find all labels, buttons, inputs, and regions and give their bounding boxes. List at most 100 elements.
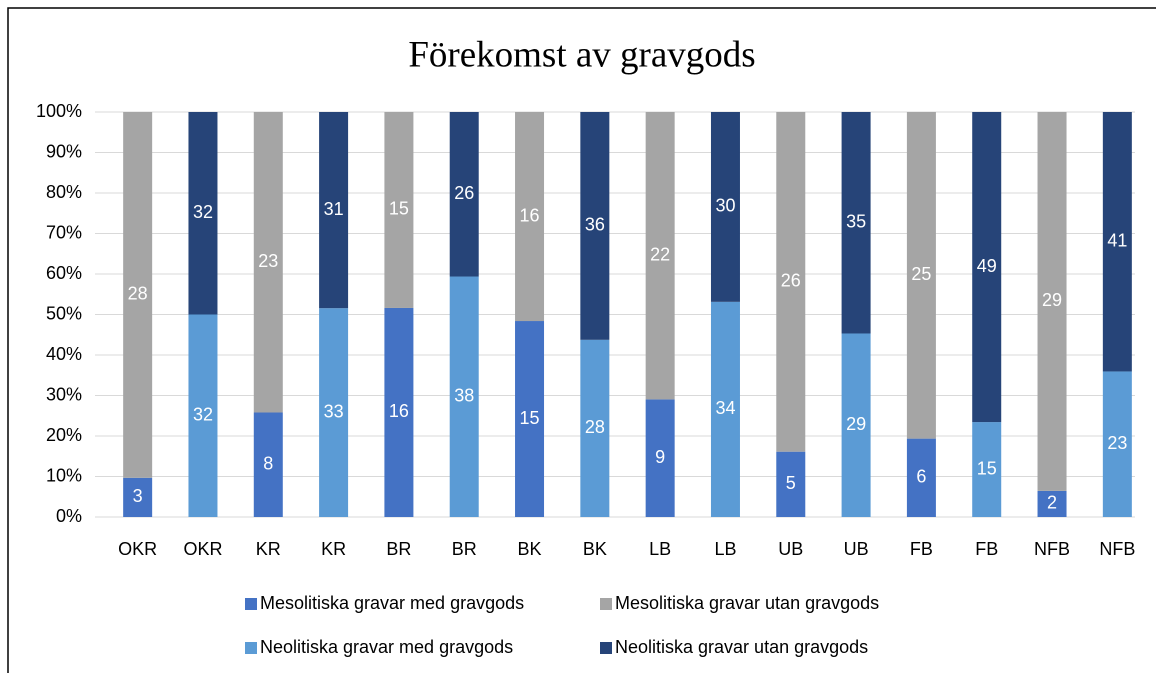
x-tick-label: KR	[321, 539, 346, 559]
bar-segment	[972, 112, 1002, 423]
y-tick-label: 90%	[46, 141, 82, 161]
y-tick-label: 20%	[46, 425, 82, 445]
value-label: 29	[846, 414, 866, 434]
value-label: 49	[977, 256, 997, 276]
value-label: 32	[193, 202, 213, 222]
bar-segment	[449, 276, 479, 517]
value-label: 22	[650, 244, 670, 264]
bar-segment	[1102, 371, 1132, 517]
bar-segment	[972, 422, 1002, 517]
x-tick-label: BK	[518, 539, 542, 559]
bar-segment	[319, 112, 349, 309]
legend-swatch	[600, 598, 612, 610]
bar-segment	[123, 112, 153, 478]
value-label: 38	[454, 386, 474, 406]
value-label: 31	[324, 199, 344, 219]
y-tick-label: 30%	[46, 384, 82, 404]
x-tick-label: LB	[649, 539, 671, 559]
x-tick-label: NFB	[1099, 539, 1135, 559]
bar-segment	[906, 438, 936, 517]
value-label: 23	[1107, 433, 1127, 453]
bar-segment	[384, 307, 414, 517]
chart-frame	[7, 7, 1156, 673]
bar-segment	[253, 112, 283, 413]
legend-swatch	[245, 642, 257, 654]
bar-segment	[449, 112, 479, 277]
bar-segment	[841, 112, 871, 334]
value-label: 26	[454, 183, 474, 203]
bar-segment	[645, 112, 675, 400]
value-label: 6	[916, 467, 926, 487]
bar-segment	[580, 112, 610, 340]
value-label: 16	[520, 205, 540, 225]
value-label: 41	[1107, 230, 1127, 250]
value-label: 29	[1042, 290, 1062, 310]
bar-segment	[710, 301, 740, 517]
x-tick-label: FB	[975, 539, 998, 559]
bar-segment	[1037, 112, 1067, 491]
x-tick-label: OKR	[118, 539, 157, 559]
value-label: 15	[977, 458, 997, 478]
value-label: 15	[520, 408, 540, 428]
bar-segment	[1037, 490, 1067, 517]
bar-segment	[580, 339, 610, 517]
x-tick-label: OKR	[183, 539, 222, 559]
x-tick-label: FB	[910, 539, 933, 559]
bar-segment	[188, 112, 218, 315]
y-tick-label: 0%	[56, 506, 82, 526]
legend-label: Neolitiska gravar med gravgods	[260, 637, 513, 657]
value-label: 32	[193, 405, 213, 425]
y-tick-label: 100%	[36, 101, 82, 121]
bar-segment	[384, 112, 414, 308]
value-label: 36	[585, 215, 605, 235]
bar-segment	[515, 112, 545, 322]
y-tick-label: 80%	[46, 182, 82, 202]
x-tick-label: NFB	[1034, 539, 1070, 559]
value-label: 9	[655, 447, 665, 467]
value-label: 16	[389, 401, 409, 421]
value-label: 26	[781, 271, 801, 291]
bar-segment	[776, 451, 806, 517]
y-tick-label: 60%	[46, 263, 82, 283]
value-label: 5	[786, 473, 796, 493]
value-label: 15	[389, 199, 409, 219]
chart-title: Förekomst av gravgods	[408, 34, 755, 75]
legend-label: Mesolitiska gravar utan gravgods	[615, 593, 879, 613]
legend-label: Neolitiska gravar utan gravgods	[615, 637, 868, 657]
value-label: 28	[585, 417, 605, 437]
value-label: 8	[263, 453, 273, 473]
x-tick-label: BR	[386, 539, 411, 559]
x-tick-label: LB	[714, 539, 736, 559]
value-label: 30	[715, 196, 735, 216]
y-tick-label: 50%	[46, 303, 82, 323]
value-label: 25	[911, 264, 931, 284]
y-tick-label: 40%	[46, 344, 82, 364]
bar-segment	[188, 314, 218, 517]
legend-swatch	[245, 598, 257, 610]
bar-segment	[123, 477, 153, 517]
value-label: 28	[128, 284, 148, 304]
bar-segment	[253, 412, 283, 517]
legend-swatch	[600, 642, 612, 654]
bar-segment	[645, 399, 675, 517]
x-tick-label: BK	[583, 539, 607, 559]
value-label: 23	[258, 251, 278, 271]
bar-segment	[1102, 112, 1132, 372]
legend-label: Mesolitiska gravar med gravgods	[260, 593, 524, 613]
x-tick-label: UB	[778, 539, 803, 559]
y-tick-label: 70%	[46, 222, 82, 242]
value-label: 34	[715, 398, 735, 418]
value-label: 2	[1047, 493, 1057, 513]
bar-segment	[710, 112, 740, 302]
bar-segment	[841, 333, 871, 517]
bar-segment	[776, 112, 806, 452]
y-tick-label: 10%	[46, 465, 82, 485]
x-tick-label: KR	[256, 539, 281, 559]
value-label: 35	[846, 211, 866, 231]
x-tick-label: UB	[844, 539, 869, 559]
bar-segment	[906, 112, 936, 439]
value-label: 3	[133, 486, 143, 506]
value-label: 33	[324, 401, 344, 421]
bar-segment	[515, 321, 545, 517]
